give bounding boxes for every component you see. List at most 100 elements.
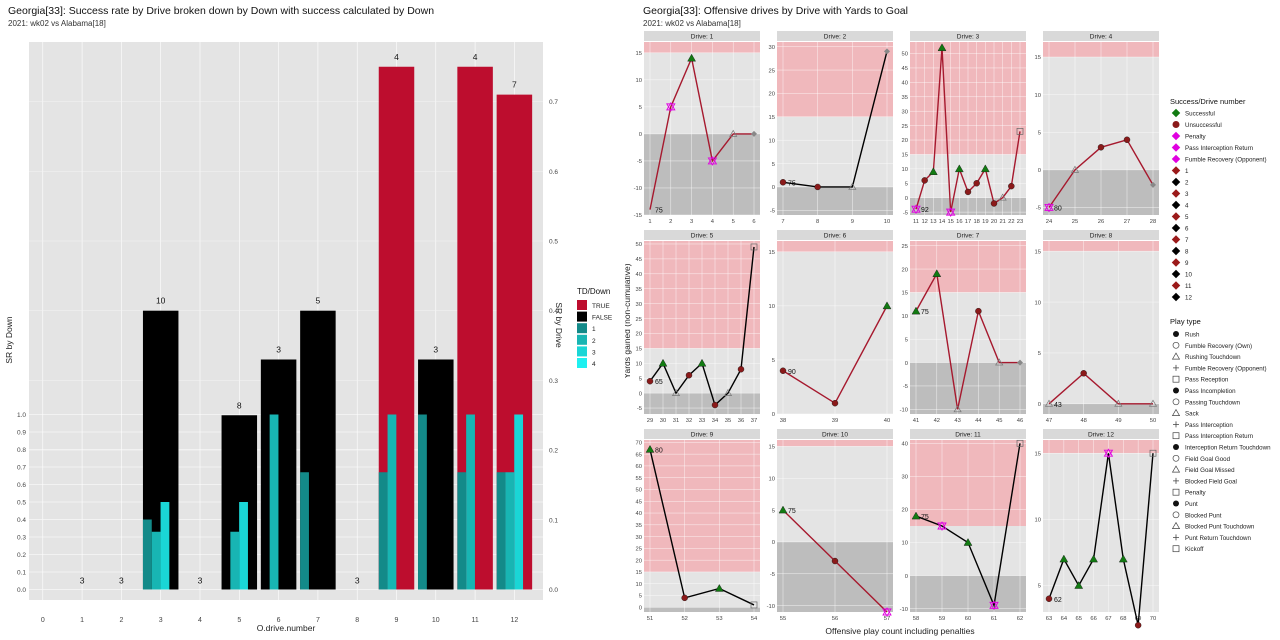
red-zone — [910, 241, 1026, 293]
x-tick: 3 — [690, 219, 693, 225]
x-tick: 57 — [884, 616, 890, 622]
y-tick: 15 — [769, 250, 775, 256]
x-tick: 33 — [699, 418, 705, 424]
x-tick: 20 — [991, 219, 997, 225]
x-tick: 37 — [751, 418, 757, 424]
y-tick-right: 0.4 — [549, 308, 558, 315]
y-tick: 25 — [902, 244, 908, 250]
x-tick: 8 — [355, 617, 359, 624]
start-yardline-label: 80 — [655, 447, 663, 454]
y-tick: 25 — [902, 124, 908, 130]
x-tick: 41 — [913, 418, 919, 424]
negative-zone — [777, 186, 893, 215]
legend-marker — [1171, 521, 1181, 529]
panel-strip — [644, 230, 760, 240]
legend-label: 4 — [592, 361, 596, 368]
x-tick: 13 — [930, 219, 936, 225]
legend-label: 2 — [1185, 180, 1189, 187]
y-tick: 10 — [902, 541, 908, 547]
x-tick: 0 — [41, 617, 45, 624]
unsuccessful-marker — [779, 367, 787, 374]
start-yardline-label: 75 — [788, 180, 796, 187]
legend-label: Fumble Recovery (Opponent) — [1185, 365, 1267, 372]
punt-marker — [1017, 359, 1023, 366]
y-tick: -5 — [637, 159, 642, 165]
legend-label: Successful — [1185, 111, 1215, 118]
y-tick: -10 — [900, 408, 908, 414]
x-tick: 54 — [751, 616, 758, 622]
x-tick: 60 — [965, 616, 971, 622]
legend-label: Pass Interception — [1185, 422, 1233, 429]
y-tick: 5 — [639, 594, 642, 600]
x-tick: 22 — [1008, 219, 1014, 225]
success-marker — [1059, 554, 1069, 563]
legend-marker — [1172, 545, 1180, 553]
x-tick: 8 — [816, 219, 819, 225]
y-tick: 5 — [1038, 584, 1041, 590]
y-tick: 20 — [902, 138, 908, 144]
unsuccessful-marker — [990, 200, 998, 207]
unsuccessful-marker — [1008, 182, 1015, 190]
panel-strip — [1043, 429, 1159, 439]
legend-marker — [1172, 121, 1180, 128]
x-tick: 30 — [660, 418, 666, 424]
legend-marker — [1173, 534, 1179, 541]
y-tick: 0 — [905, 574, 908, 580]
success-rate-chart: Georgia[33]: Success rate by Drive broke… — [4, 5, 613, 633]
start-yardline-label: 75 — [655, 208, 663, 215]
panel-strip — [910, 230, 1026, 240]
x-tick: 51 — [647, 616, 653, 622]
down-bar — [230, 531, 240, 590]
y-tick: 60 — [636, 464, 642, 470]
touchdown-marker — [1149, 449, 1157, 457]
unsuccessful-marker — [814, 183, 821, 191]
y-tick: 20 — [902, 508, 908, 514]
down-bar — [300, 472, 309, 590]
legend-label: Pass Interception Return — [1185, 145, 1254, 152]
legend-label: Pass Incompletion — [1185, 388, 1236, 395]
start-yardline-label: 80 — [1054, 205, 1062, 212]
down-bar — [457, 472, 467, 590]
y-tick: 10 — [1035, 518, 1041, 524]
y-tick: -5 — [770, 209, 775, 215]
panel-bg — [1043, 241, 1159, 414]
chart-title: Georgia[33]: Offensive drives by Drive w… — [643, 5, 908, 17]
x-tick: 18 — [973, 219, 979, 225]
play-count-label: 4 — [394, 52, 399, 62]
x-tick: 52 — [681, 616, 687, 622]
success-marker — [714, 584, 724, 592]
unsuccessful-marker — [975, 307, 982, 315]
legend-marker — [1171, 269, 1181, 279]
y-tick: 5 — [1038, 130, 1041, 136]
y-tick: 5 — [772, 508, 775, 514]
red-zone — [1043, 440, 1159, 454]
legend-marker — [1171, 352, 1181, 360]
incompletion-marker — [1148, 399, 1158, 407]
y-tick-left: 0.3 — [17, 535, 26, 542]
unsuccessful-marker — [1080, 370, 1087, 377]
y-tick-right: 0.1 — [549, 517, 558, 524]
penalty-marker — [911, 204, 921, 215]
y-tick: 0 — [1038, 168, 1041, 174]
touchdown-marker — [1016, 439, 1024, 447]
down-bar — [378, 472, 388, 590]
incompletion-marker — [729, 129, 738, 137]
legend-label: 2 — [592, 338, 596, 345]
x-tick: 1 — [648, 219, 651, 225]
y-tick: 40 — [902, 442, 908, 448]
start-yardline-label: 65 — [655, 379, 663, 386]
x-tick: 46 — [1017, 418, 1023, 424]
legend-label: 1 — [592, 326, 596, 333]
legend-label: Pass Reception — [1185, 377, 1229, 384]
unsuccessful-marker — [646, 377, 654, 385]
x-axis-label: Offensive play count including penalties — [825, 626, 974, 636]
legend-marker — [1171, 246, 1181, 256]
panel-strip — [644, 31, 760, 41]
x-tick: 21 — [999, 219, 1005, 225]
x-tick: 16 — [956, 219, 962, 225]
panel-strip — [1043, 230, 1159, 240]
panel-strip — [777, 230, 893, 240]
y-tick: 45 — [636, 257, 642, 263]
y-tick-left: 0.1 — [17, 570, 26, 577]
legend-marker — [1172, 375, 1180, 383]
